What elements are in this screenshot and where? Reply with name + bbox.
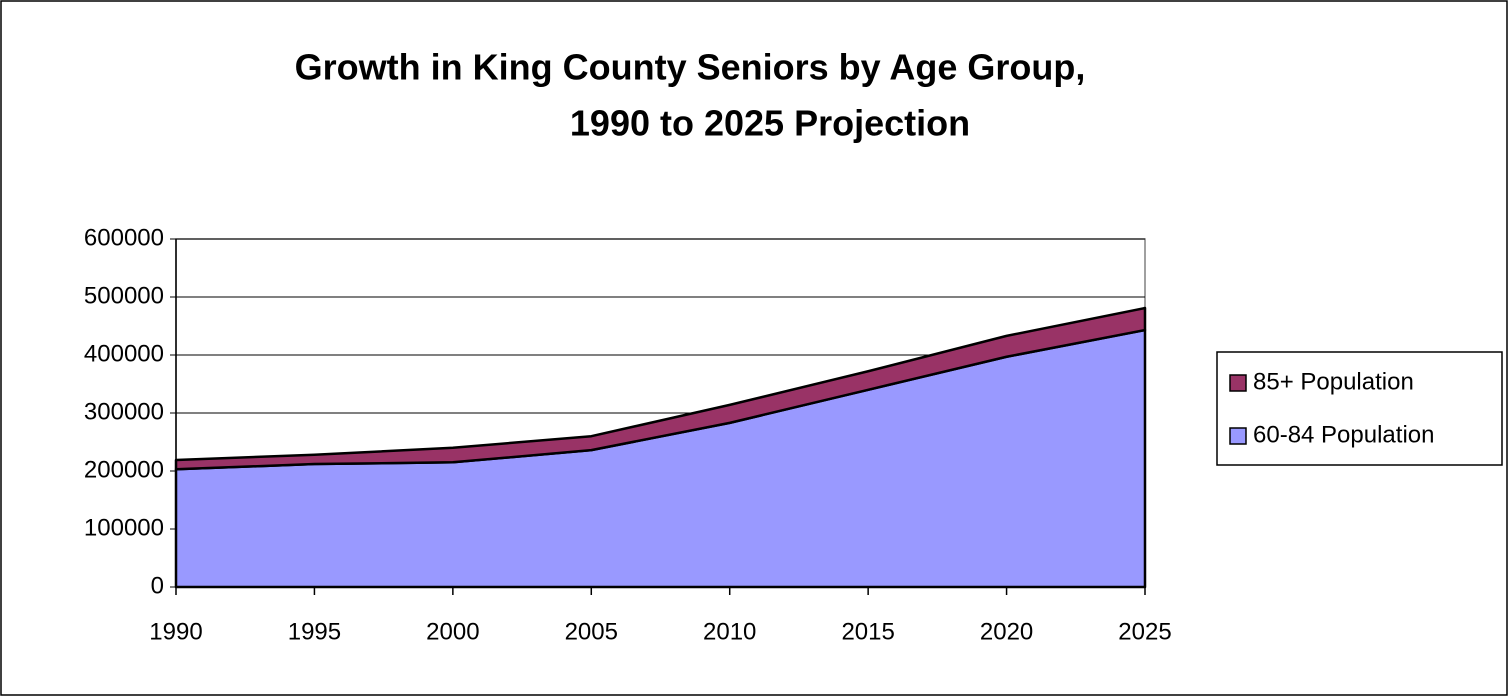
legend-label: 85+ Population bbox=[1253, 368, 1414, 395]
x-tick-label: 2010 bbox=[703, 618, 756, 645]
y-tick-label: 500000 bbox=[84, 282, 164, 309]
legend-box bbox=[1216, 351, 1503, 466]
chart-title: Growth in King County Seniors by Age Gro… bbox=[295, 47, 1086, 88]
y-tick-label: 0 bbox=[151, 572, 164, 599]
x-tick-label: 2020 bbox=[980, 618, 1033, 645]
x-tick-label: 2000 bbox=[426, 618, 479, 645]
x-tick-label: 2005 bbox=[565, 618, 618, 645]
y-tick-label: 600000 bbox=[84, 224, 164, 251]
x-tick-label: 1995 bbox=[288, 618, 341, 645]
x-tick-label: 1990 bbox=[149, 618, 202, 645]
y-tick-label: 300000 bbox=[84, 398, 164, 425]
y-tick-label: 100000 bbox=[84, 514, 164, 541]
y-tick-label: 400000 bbox=[84, 340, 164, 367]
legend-swatch bbox=[1229, 374, 1247, 392]
x-tick-label: 2015 bbox=[841, 618, 894, 645]
x-tick-label: 2025 bbox=[1118, 618, 1171, 645]
area bbox=[174, 306, 1147, 471]
y-tick-label: 200000 bbox=[84, 456, 164, 483]
legend-label: 60-84 Population bbox=[1253, 421, 1434, 448]
legend-swatch bbox=[1229, 427, 1247, 445]
chart-title: 1990 to 2025 Projection bbox=[570, 103, 970, 144]
